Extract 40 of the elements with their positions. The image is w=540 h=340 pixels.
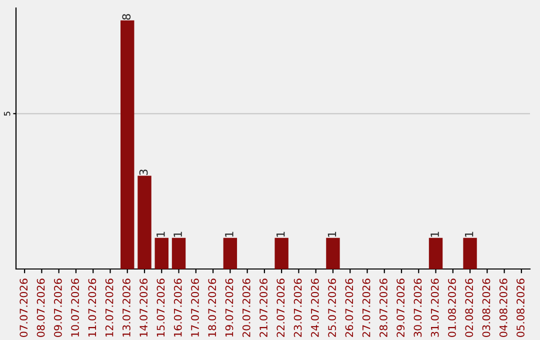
x-tick-label: 25.07.2026: [328, 278, 336, 337]
data-label: 8: [122, 14, 131, 20]
x-tick-label: 11.07.2026: [88, 278, 96, 337]
x-tick-label: 10.07.2026: [71, 278, 79, 337]
x-tick-label: 17.07.2026: [191, 278, 199, 337]
x-tick-label: 20.07.2026: [242, 278, 250, 337]
x-tick-label: 03.08.2026: [482, 278, 490, 337]
y-tick-label: 5: [4, 112, 10, 116]
x-tick-label: 30.07.2026: [414, 278, 422, 337]
x-tick-label: 31.07.2026: [430, 278, 439, 337]
data-label: 1: [430, 232, 439, 237]
x-tick-label: 02.08.2026: [465, 278, 474, 337]
x-tick-label: 13.07.2026: [122, 278, 130, 337]
x-tick-label: 23.07.2026: [294, 278, 302, 337]
x-tick-label: 08.07.2026: [36, 278, 45, 337]
x-tick-label: 18.07.2026: [208, 278, 216, 337]
data-label: 1: [174, 232, 182, 237]
x-tick-label: 15.07.2026: [156, 278, 165, 337]
x-tick-label: 24.07.2026: [310, 278, 319, 337]
x-tick-label: 29.07.2026: [396, 278, 405, 337]
data-label: 1: [156, 232, 165, 237]
x-tick-label: 26.07.2026: [345, 278, 354, 337]
x-tick-label: 27.07.2026: [362, 278, 370, 337]
data-label: 1: [328, 232, 336, 237]
x-tick-label: 01.08.2026: [448, 278, 456, 337]
x-tick-label: 28.07.2026: [380, 278, 388, 337]
data-label: 1: [225, 232, 234, 237]
x-tick-label: 12.07.2026: [105, 278, 114, 337]
x-tick-label: 05.08.2026: [516, 278, 524, 337]
x-tick-label: 19.07.2026: [225, 278, 234, 337]
x-tick-label: 07.07.2026: [20, 278, 28, 337]
x-tick-label: 22.07.2026: [276, 278, 285, 337]
data-label: 3: [139, 170, 148, 175]
x-tick-label: 16.07.2026: [174, 278, 182, 337]
x-tick-label: 14.07.2026: [140, 278, 148, 337]
x-tick-label: 09.07.2026: [54, 278, 62, 337]
x-tick-label: 04.08.2026: [499, 278, 508, 337]
x-tick-label: 21.07.2026: [260, 278, 268, 337]
data-label: 1: [276, 232, 285, 237]
data-label: 1: [465, 232, 474, 237]
